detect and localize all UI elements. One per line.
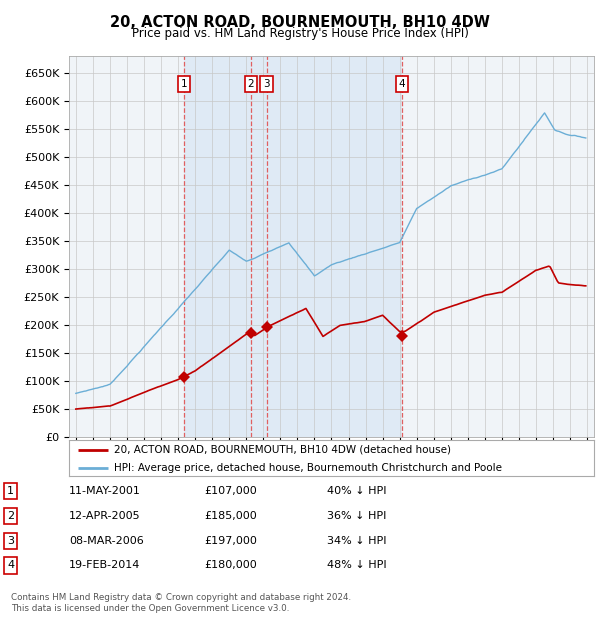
Text: 20, ACTON ROAD, BOURNEMOUTH, BH10 4DW (detached house): 20, ACTON ROAD, BOURNEMOUTH, BH10 4DW (d… bbox=[113, 445, 451, 454]
Text: £185,000: £185,000 bbox=[204, 511, 257, 521]
Text: 1: 1 bbox=[7, 486, 14, 496]
Text: Contains HM Land Registry data © Crown copyright and database right 2024.
This d: Contains HM Land Registry data © Crown c… bbox=[11, 593, 351, 613]
Text: 34% ↓ HPI: 34% ↓ HPI bbox=[327, 536, 386, 546]
Text: £197,000: £197,000 bbox=[204, 536, 257, 546]
Text: 2: 2 bbox=[248, 79, 254, 89]
Bar bbox=[184, 56, 402, 437]
Text: 4: 4 bbox=[7, 560, 14, 570]
Text: 2: 2 bbox=[7, 511, 14, 521]
Text: 36% ↓ HPI: 36% ↓ HPI bbox=[327, 511, 386, 521]
Text: 20, ACTON ROAD, BOURNEMOUTH, BH10 4DW: 20, ACTON ROAD, BOURNEMOUTH, BH10 4DW bbox=[110, 15, 490, 30]
Text: 1: 1 bbox=[181, 79, 188, 89]
Text: 3: 3 bbox=[263, 79, 270, 89]
Text: 08-MAR-2006: 08-MAR-2006 bbox=[69, 536, 144, 546]
Text: 3: 3 bbox=[7, 536, 14, 546]
Text: £107,000: £107,000 bbox=[204, 486, 257, 496]
Text: £180,000: £180,000 bbox=[204, 560, 257, 570]
Text: Price paid vs. HM Land Registry's House Price Index (HPI): Price paid vs. HM Land Registry's House … bbox=[131, 27, 469, 40]
Text: 4: 4 bbox=[398, 79, 405, 89]
Text: 12-APR-2005: 12-APR-2005 bbox=[69, 511, 140, 521]
Text: 11-MAY-2001: 11-MAY-2001 bbox=[69, 486, 141, 496]
Text: 40% ↓ HPI: 40% ↓ HPI bbox=[327, 486, 386, 496]
Text: 48% ↓ HPI: 48% ↓ HPI bbox=[327, 560, 386, 570]
Text: 19-FEB-2014: 19-FEB-2014 bbox=[69, 560, 140, 570]
Text: HPI: Average price, detached house, Bournemouth Christchurch and Poole: HPI: Average price, detached house, Bour… bbox=[113, 463, 502, 473]
